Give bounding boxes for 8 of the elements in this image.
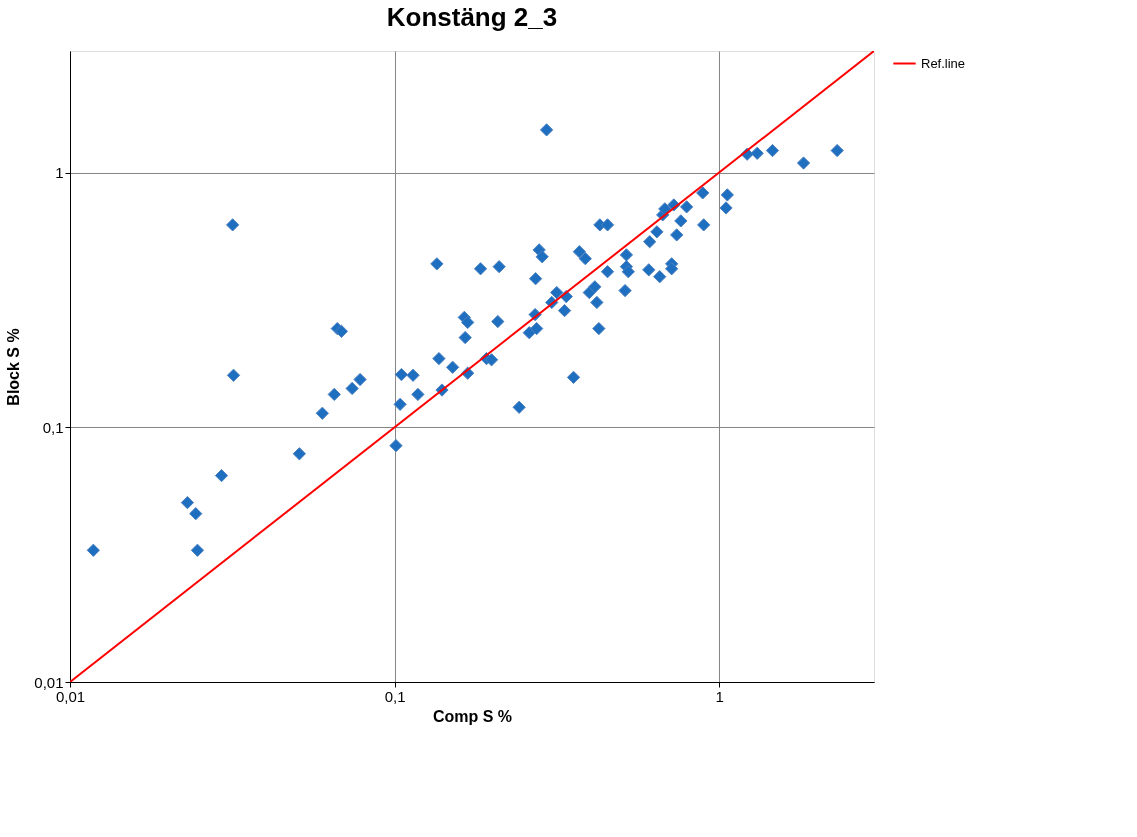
y-axis-title: Block S %	[5, 328, 23, 406]
legend-label: Ref.line	[921, 55, 966, 71]
chart-title: Konstäng 2_3	[386, 2, 558, 32]
y-tick-label: 1	[55, 164, 64, 182]
x-axis-title: Comp S %	[432, 707, 513, 725]
x-tick-label: 1	[715, 687, 724, 705]
y-tick-label: 0,1	[42, 418, 64, 436]
x-tick-label: 0,1	[384, 687, 406, 705]
